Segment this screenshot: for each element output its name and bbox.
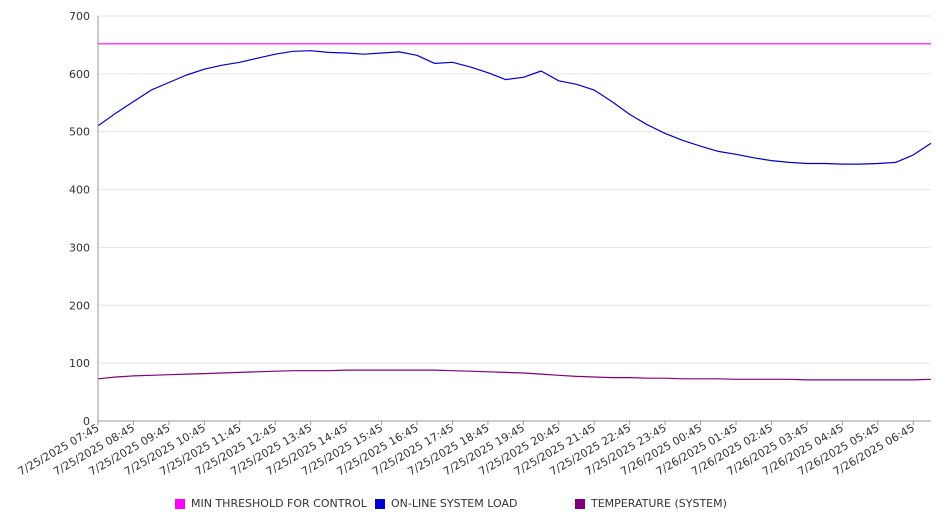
- legend: MIN THRESHOLD FOR CONTROL ON-LINE SYSTEM…: [0, 497, 946, 515]
- axes: [97, 16, 931, 422]
- x-axis-tick-labels: 7/25/2025 07:457/25/2025 08:457/25/2025 …: [16, 421, 917, 478]
- legend-item-system-load[interactable]: ON-LINE SYSTEM LOAD: [375, 497, 517, 510]
- legend-swatch-min-threshold: [175, 498, 185, 509]
- legend-item-temperature[interactable]: TEMPERATURE (SYSTEM): [575, 497, 727, 510]
- legend-label-system-load: ON-LINE SYSTEM LOAD: [391, 497, 518, 510]
- series-line-system-load: [97, 50, 932, 165]
- series-line-temperature: [97, 369, 932, 381]
- series-lines: [97, 43, 932, 381]
- y-tick-label: 0: [83, 415, 90, 428]
- y-tick-label: 100: [69, 357, 90, 370]
- legend-label-min-threshold: MIN THRESHOLD FOR CONTROL: [191, 497, 367, 510]
- legend-swatch-system-load: [375, 498, 385, 509]
- y-tick-label: 200: [69, 299, 90, 312]
- y-tick-label: 500: [69, 126, 90, 139]
- y-gridlines: [98, 15, 931, 422]
- y-tick-label: 300: [69, 241, 90, 254]
- y-tick-label: 700: [69, 10, 90, 23]
- y-tick-label: 600: [69, 68, 90, 81]
- y-axis-tick-labels: 0 100 200 300 400 500 600 700: [69, 10, 90, 428]
- y-tick-label: 400: [69, 184, 90, 197]
- legend-label-temperature: TEMPERATURE (SYSTEM): [591, 497, 727, 510]
- legend-item-min-threshold[interactable]: MIN THRESHOLD FOR CONTROL: [175, 497, 367, 510]
- legend-swatch-temperature: [575, 498, 585, 509]
